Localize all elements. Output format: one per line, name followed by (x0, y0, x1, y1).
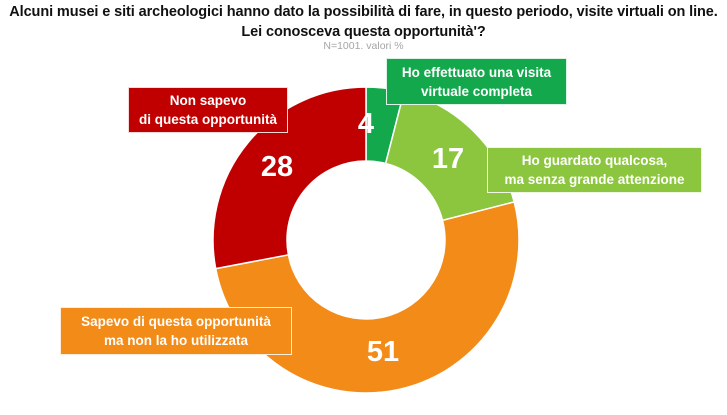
value-completa: 4 (357, 108, 375, 140)
callout-non: Non sapevo di questa opportunità (128, 87, 288, 133)
value-guardato: 17 (431, 143, 465, 175)
callout-sapevo-line2: ma non la ho utilizzata (103, 333, 248, 348)
chart-title: Alcuni musei e siti archeologici hanno d… (0, 2, 727, 42)
chart-subtitle: N=1001. valori % (323, 40, 404, 52)
callout-completa-line1: Ho effettuato una visita (401, 64, 552, 80)
callout-completa: Ho effettuato una visita virtuale comple… (386, 58, 567, 105)
chart-title-line2: Lei conosceva questa opportunità'? (241, 24, 486, 40)
callout-guardato-line2: ma senza grande attenzione (504, 172, 685, 187)
segment-non (212, 86, 367, 270)
callout-guardato: Ho guardato qualcosa, ma senza grande at… (487, 147, 702, 193)
value-non: 28 (260, 151, 294, 183)
callout-sapevo-line1: Sapevo di questa opportunità (81, 314, 271, 329)
callout-guardato-line1: Ho guardato qualcosa, (521, 153, 668, 168)
callout-non-line1: Non sapevo (169, 93, 247, 108)
callout-sapevo: Sapevo di questa opportunità ma non la h… (60, 307, 292, 355)
callout-non-line2: di questa opportunità (139, 112, 277, 127)
chart-title-line1: Alcuni musei e siti archeologici hanno d… (9, 4, 718, 20)
callout-completa-line2: virtuale completa (420, 83, 533, 99)
value-sapevo: 51 (366, 336, 400, 368)
